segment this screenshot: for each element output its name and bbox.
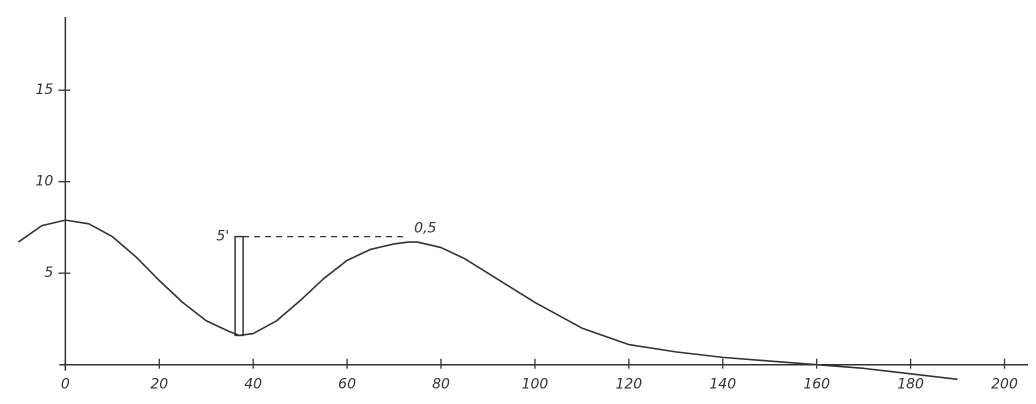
x-tick-label: 140 <box>709 377 736 393</box>
y-tick-label: 5 <box>44 265 53 281</box>
curve <box>17 219 958 381</box>
x-tick-label: 60 <box>338 377 356 393</box>
y-tick-label: 15 <box>36 82 54 98</box>
y-tick-label: 10 <box>36 174 54 190</box>
x-tick-label: 180 <box>897 377 924 393</box>
x-tick-label: 120 <box>615 377 642 393</box>
x-tick-label: 200 <box>991 377 1018 393</box>
x-tick-label: 100 <box>522 377 549 393</box>
marker-bar <box>234 235 244 337</box>
x-tick-label: 0 <box>61 377 70 393</box>
annotation: 0,5 <box>414 221 436 237</box>
x-tick-label: 20 <box>150 377 168 393</box>
annotation: 5' <box>216 229 229 245</box>
x-tick-label: 80 <box>432 377 450 393</box>
x-tick-label: 40 <box>244 377 262 393</box>
x-tick-label: 160 <box>803 377 830 393</box>
